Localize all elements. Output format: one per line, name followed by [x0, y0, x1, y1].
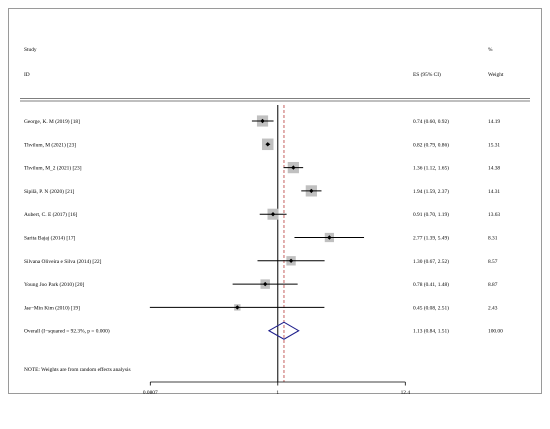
x-tick-label: 1	[276, 390, 279, 396]
footnote: NOTE: Weights are from random effects an…	[24, 366, 131, 373]
point-estimate	[327, 235, 332, 240]
plot-frame	[8, 8, 542, 394]
study-weight: 14.19	[488, 119, 500, 125]
overall-es-ci: 1.13 (0.84, 1.51)	[413, 328, 449, 335]
point-estimate	[260, 118, 265, 124]
point-estimate	[235, 305, 240, 310]
study-row: George, K. M (2019) [18] 0.74 (0.60, 0.92…	[24, 115, 500, 127]
point-estimate	[288, 258, 294, 264]
point-estimate	[262, 281, 268, 287]
study-es-ci: 1.36 (1.12, 1.65)	[413, 165, 449, 172]
study-weight: 13.63	[488, 212, 500, 218]
study-row: Young Joo Park (2010) [20] 0.78 (0.41, 1.…	[24, 279, 498, 289]
study-rows: George, K. M (2019) [18] 0.74 (0.60, 0.92…	[24, 115, 500, 311]
weight-header: Weight	[488, 72, 504, 78]
study-es-ci: 1.94 (1.59, 2.37)	[413, 188, 449, 195]
study-id: Silvana Oliveira e Silva (2014) [22]	[24, 258, 102, 265]
study-id: Sarita Bajaj (2014) [17]	[24, 235, 76, 242]
study-es-ci: 2.77 (1.39, 5.49)	[413, 235, 449, 242]
study-weight: 8.57	[488, 259, 498, 265]
id-header: ID	[24, 72, 30, 78]
study-id: George, K. M (2019) [18]	[24, 118, 80, 125]
study-id: Young Joo Park (2010) [20]	[24, 281, 84, 288]
study-row: Aubert, C. E (2017) [16] 0.91 (0.70, 1.19…	[24, 208, 500, 220]
study-es-ci: 0.45 (0.08, 2.51)	[413, 304, 449, 311]
study-id: Jae−Min Kim (2010) [19]	[24, 304, 80, 311]
study-id: Sipilä, P. N (2020) [21]	[24, 188, 75, 195]
overall-diamond	[267, 321, 300, 340]
point-estimate	[270, 212, 276, 217]
study-header: Study	[24, 47, 37, 53]
study-row: Sipilä, P. N (2020) [21] 1.94 (1.59, 2.37…	[24, 185, 500, 197]
x-tick-label: 0.0807	[143, 390, 158, 396]
study-weight: 15.31	[488, 142, 500, 148]
overall-label: Overall (I−squared = 92.3%, p = 0.000)	[24, 328, 110, 335]
study-id: Thvilum, M_2 (2021) [23]	[24, 165, 82, 172]
x-axis: 0.0807 1 12.4	[143, 381, 411, 396]
study-row: Thvilum, M_2 (2021) [23] 1.36 (1.12, 1.65…	[24, 161, 500, 174]
study-es-ci: 0.74 (0.60, 0.92)	[413, 118, 449, 125]
study-row: Thvilum, M (2021) [23] 0.82 (0.79, 0.86) 1…	[24, 138, 500, 151]
percent-header: %	[488, 47, 493, 53]
study-es-ci: 1.30 (0.67, 2.52)	[413, 258, 449, 265]
point-estimate	[291, 165, 296, 170]
study-id: Thvilum, M (2021) [23]	[24, 141, 76, 148]
study-es-ci: 0.82 (0.79, 0.86)	[413, 141, 449, 148]
study-es-ci: 0.78 (0.41, 1.48)	[413, 281, 449, 288]
study-row: Jae−Min Kim (2010) [19] 0.45 (0.08, 2.51)…	[24, 304, 498, 311]
x-tick-label: 12.4	[401, 390, 411, 396]
overall-row: Overall (I−squared = 92.3%, p = 0.000) 1.…	[24, 321, 503, 340]
study-row: Silvana Oliveira e Silva (2014) [22] 1.30…	[24, 256, 498, 266]
study-es-ci: 0.91 (0.70, 1.19)	[413, 211, 449, 218]
study-weight: 2.43	[488, 305, 498, 311]
es-header: ES (95% CI)	[413, 71, 441, 78]
study-id: Aubert, C. E (2017) [16]	[24, 211, 78, 218]
reference-lines	[277, 105, 285, 382]
study-row: Sarita Bajaj (2014) [17] 2.77 (1.39, 5.49…	[24, 232, 498, 243]
study-weight: 14.31	[488, 189, 500, 195]
point-estimate	[265, 142, 270, 147]
study-weight: 8.31	[488, 236, 498, 242]
point-estimate	[309, 188, 314, 194]
overall-weight: 100.00	[488, 329, 503, 335]
study-weight: 14.38	[488, 166, 500, 172]
study-weight: 8.87	[488, 282, 498, 288]
